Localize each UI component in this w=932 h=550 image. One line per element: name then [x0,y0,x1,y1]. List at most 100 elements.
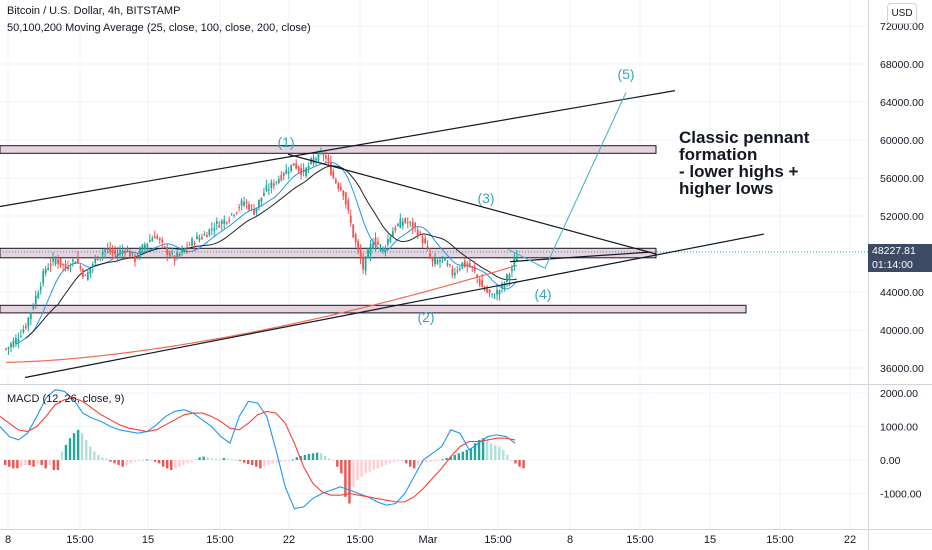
candle-body [372,243,374,249]
macd-histogram-bar [202,456,205,460]
candle-body [183,248,186,253]
macd-histogram-bar [461,451,465,460]
wave-projection-path [507,92,627,270]
candle-body [156,236,159,239]
macd-histogram-bar [514,460,517,464]
macd-histogram-bar [315,452,319,460]
y-tick-label: 60000.00 [880,135,924,147]
macd-histogram-bar [449,456,452,460]
y-tick-label: 52000.00 [880,211,924,223]
macd-histogram-bar [295,457,298,460]
macd-histogram-bar [170,460,173,471]
candle-body [171,252,174,254]
macd-histogram-bar [336,460,339,467]
x-tick-label: 15:00 [484,534,512,546]
macd-legend: MACD (12, 26, close, 9) [7,393,125,405]
candle-body [446,263,449,266]
candle-body [399,218,402,228]
macd-histogram-bar [68,438,72,460]
macd-histogram-bar [8,460,11,467]
macd-histogram-bar [413,460,416,469]
x-tick-label: 15 [142,534,154,546]
macd-histogram-bar [279,460,282,463]
candle-body [47,268,50,270]
candle-body [151,238,154,242]
signal-line [0,397,516,503]
x-tick-label: Mar [419,534,438,546]
macd-histogram-bar [101,457,104,460]
candle-body [272,183,275,186]
macd-histogram-bar [287,460,290,461]
candle-body [136,256,139,258]
y-tick-label: 72000.00 [880,21,924,33]
chart-title: Bitcoin / U.S. Dollar, 4h, BITSTAMP [7,5,181,17]
macd-histogram-bar [510,460,513,461]
candle-body [52,257,55,262]
candle-body [449,264,451,266]
candle-body [453,272,456,276]
candle-body [7,347,10,349]
macd-histogram-bar [12,460,15,469]
macd-histogram-bar [522,460,525,469]
candle-body [466,263,469,267]
candle-body [153,236,156,239]
macd-histogram-bar [271,460,274,464]
macd-histogram-bar [60,451,64,460]
candle-body [488,289,491,294]
macd-histogram-bar [157,460,161,464]
macd-histogram-bar [303,454,307,460]
candle-body [280,175,283,181]
candle-body [406,222,409,224]
lower-channel-line [24,233,765,379]
macd-histogram-bar [283,460,286,462]
macd-histogram-bar [299,455,303,460]
candle-body [409,221,412,223]
macd-histogram-bar [340,460,343,474]
candle-body [444,257,446,261]
candle-body [74,261,77,264]
macd-histogram-bar [218,459,222,461]
macd-histogram-bar [182,460,185,466]
candle-body [354,234,357,243]
candle-body [419,232,422,234]
macd-histogram-bar [465,449,469,460]
candle-body [235,212,238,214]
x-tick-label: 22 [844,534,856,546]
macd-histogram-bar [89,446,92,460]
x-tick-label: 15:00 [346,534,374,546]
macd-histogram-bar [206,457,209,460]
currency-selector-button[interactable]: USD [887,3,917,24]
macd-histogram-bar [259,460,262,469]
candle-body [468,263,471,268]
candle-body [463,260,466,267]
macd-y-tick-label: -1000.00 [880,489,922,501]
candle-body [69,267,72,269]
candle-body [39,286,42,291]
candle-body [451,268,454,275]
candle-body [111,250,114,253]
macd-histogram-bar [72,433,76,460]
candle-body [369,244,372,256]
candle-body [382,247,384,250]
macd-histogram-bar [125,460,128,466]
pennant-annotation[interactable]: Classic pennant formation - lower highs … [679,128,810,198]
x-tick-label: 15:00 [766,534,794,546]
macd-histogram-bar [477,439,481,460]
candle-body [290,164,293,172]
macd-histogram-bar [441,459,444,461]
upper-channel-line [0,90,676,208]
macd-histogram-bar [376,460,379,469]
candle-body [461,262,464,268]
candle-body [196,235,198,240]
macd-histogram-bar [24,460,27,466]
macd-histogram-bar [40,460,43,466]
ma100-line [25,165,517,339]
y-tick-label: 68000.00 [880,59,924,71]
macd-histogram-bar [372,460,375,471]
candle-body [320,152,322,154]
macd-histogram-bar [498,446,501,460]
candle-body [131,252,134,254]
macd-histogram-bar [469,448,473,460]
candle-body [27,317,30,327]
